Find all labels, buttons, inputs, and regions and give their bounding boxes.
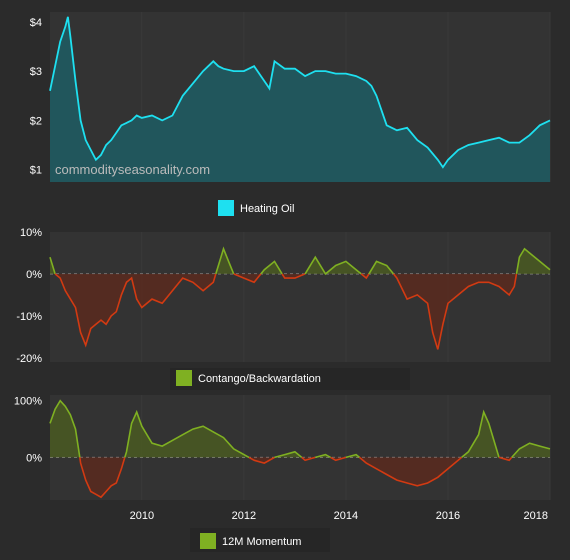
x-tick-label: 2016: [436, 510, 460, 522]
positive-line: [274, 450, 303, 459]
positive-area: [124, 412, 249, 458]
positive-line: [49, 256, 56, 275]
y-tick-label: 10%: [20, 227, 42, 239]
positive-line: [461, 409, 500, 459]
heating-oil-legend-swatch: [218, 200, 234, 216]
negative-line: [281, 273, 306, 279]
positive-line: [304, 255, 362, 276]
contango-legend-label: Contango/Backwardation: [198, 373, 321, 385]
negative-area: [359, 457, 462, 486]
negative-line: [498, 456, 513, 462]
contango-legend-box: [170, 368, 410, 390]
positive-line: [49, 399, 81, 458]
negative-line: [248, 456, 275, 464]
contango-plot-area: [50, 232, 550, 362]
positive-area: [50, 400, 80, 458]
positive-line: [124, 409, 250, 459]
negative-line: [79, 457, 126, 499]
heating-oil-area: [50, 16, 550, 183]
contango-areas: [49, 246, 551, 350]
y-tick-label: 0%: [26, 452, 42, 464]
y-tick-label: 100%: [14, 396, 42, 408]
x-axis-ticks: 2010 2012 2014 2016 2018: [130, 510, 548, 522]
x-tick-label: 2014: [334, 510, 358, 522]
momentum-areas: [49, 399, 551, 499]
positive-area: [516, 248, 550, 274]
momentum-legend-swatch: [200, 533, 216, 549]
watermark: commodityseasonality.com: [55, 162, 210, 177]
y-tick-label: 0%: [26, 269, 42, 281]
contango-legend-swatch: [176, 370, 192, 386]
y-tick-label: $1: [30, 165, 42, 177]
positive-line: [315, 453, 331, 459]
y-tick-label: $2: [30, 115, 42, 127]
y-tick-label: -20%: [16, 353, 42, 365]
positive-area: [305, 257, 362, 274]
heating-oil-y-ticks: $4 $3 $2 $1: [30, 17, 42, 177]
positive-area: [461, 412, 499, 458]
negative-area: [393, 273, 517, 350]
positive-line: [260, 260, 283, 275]
positive-line: [511, 442, 551, 458]
momentum-y-ticks: 100% 0%: [14, 396, 550, 464]
negative-area: [249, 457, 275, 464]
negative-line: [54, 273, 217, 348]
y-tick-label: $3: [30, 66, 42, 78]
negative-line: [330, 456, 347, 462]
heating-oil-line: [49, 16, 551, 169]
heating-oil-legend-label: Heating Oil: [240, 203, 294, 215]
positive-line: [215, 246, 235, 275]
positive-area: [215, 248, 234, 274]
negative-line: [358, 456, 463, 487]
positive-line: [345, 453, 361, 459]
y-tick-label: -10%: [16, 311, 42, 323]
negative-area: [282, 273, 306, 279]
momentum-legend-label: 12M Momentum: [222, 536, 301, 548]
negative-line: [360, 273, 370, 280]
positive-area: [260, 261, 283, 274]
negative-line: [233, 273, 262, 284]
negative-line: [392, 273, 518, 350]
negative-area: [55, 273, 216, 346]
negative-line: [301, 456, 316, 462]
positive-line: [515, 247, 551, 275]
positive-line: [368, 260, 395, 275]
x-tick-label: 2018: [524, 510, 548, 522]
negative-area: [79, 457, 125, 498]
y-tick-label: $4: [30, 17, 42, 29]
x-tick-label: 2012: [232, 510, 256, 522]
x-tick-label: 2010: [130, 510, 154, 522]
